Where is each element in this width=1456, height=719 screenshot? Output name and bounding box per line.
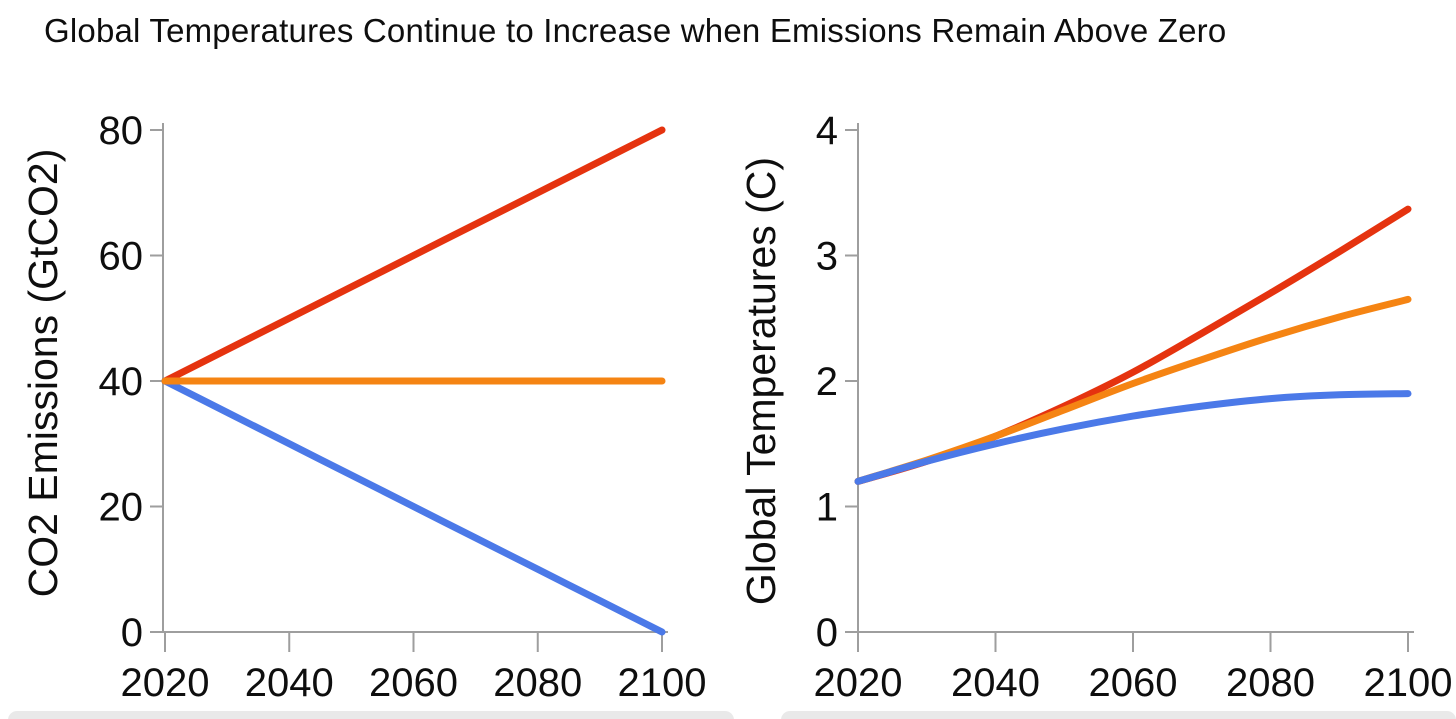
x-tick-label: 2020 [814, 661, 903, 705]
y-tick-label: 3 [816, 235, 838, 279]
y-tick-label: 0 [121, 611, 143, 655]
axes [857, 123, 1414, 633]
series-emissions-decreasing-to-zero [854, 390, 1412, 485]
y-axis-title: Global Temperatures (C) [738, 157, 784, 605]
x-tick-label: 2100 [1364, 661, 1453, 705]
y-axis-title: CO2 Emissions (GtCO2) [20, 149, 66, 598]
x-tick-label: 2080 [493, 661, 582, 705]
series-emissions-decreasing-to-zero [161, 377, 666, 636]
series-increasing-emissions [161, 126, 666, 385]
card-bottom-edge-right [781, 711, 1456, 719]
x-tick-label: 2080 [1226, 661, 1315, 705]
x-tick-label: 2060 [1089, 661, 1178, 705]
card-bottom-edge-left [8, 711, 734, 719]
y-tick-label: 1 [816, 486, 838, 530]
figure-title: Global Temperatures Continue to Increase… [44, 12, 1227, 49]
x-tick-label: 2060 [369, 661, 458, 705]
y-tick-label: 4 [816, 109, 838, 153]
y-tick-label: 60 [99, 235, 144, 279]
y-tick-label: 0 [816, 611, 838, 655]
y-tick-label: 20 [99, 486, 144, 530]
y-tick-label: 80 [99, 109, 144, 153]
x-tick-label: 2040 [951, 661, 1040, 705]
x-tick-label: 2020 [121, 661, 210, 705]
x-tick-label: 2100 [618, 661, 707, 705]
y-tick-label: 40 [99, 360, 144, 404]
series-increasing-emissions [854, 205, 1412, 485]
x-tick-label: 2040 [245, 661, 334, 705]
chart-panel-right: 0 1 2 3 4 2020 2040 2060 2080 2100 Global Temperat… [738, 109, 1452, 705]
y-tick-label: 2 [816, 360, 838, 404]
